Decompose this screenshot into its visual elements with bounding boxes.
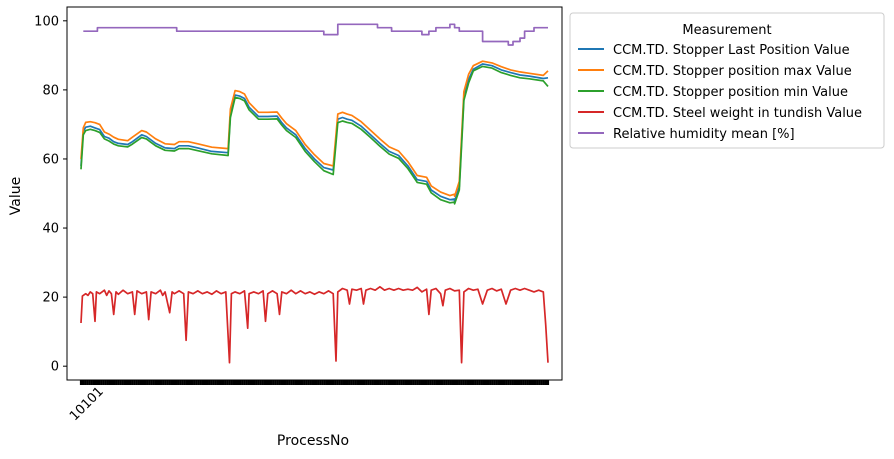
x-tick-label: 10101 <box>67 384 107 424</box>
y-tick-label: 80 <box>42 83 59 98</box>
series-line <box>80 65 549 205</box>
x-tick-marks <box>79 380 550 385</box>
legend-label: CCM.TD. Stopper position min Value <box>613 85 848 100</box>
y-axis: 0 20 40 60 80 100 <box>34 14 67 375</box>
x-axis: 10101 <box>67 380 550 424</box>
series-line <box>80 60 549 198</box>
y-tick-label: 40 <box>42 222 59 237</box>
y-tick-label: 60 <box>42 152 59 167</box>
legend-label: Relative humidity mean [%] <box>613 127 795 142</box>
y-tick-label: 0 <box>51 360 59 375</box>
x-axis-label: ProcessNo <box>277 433 349 449</box>
legend-label: CCM.TD. Stopper position max Value <box>613 64 852 79</box>
legend-frame <box>569 12 885 149</box>
legend-label: CCM.TD. Steel weight in tundish Value <box>613 106 862 121</box>
legend-label: CCM.TD. Stopper Last Position Value <box>613 43 850 58</box>
y-axis-label: Value <box>8 177 24 215</box>
legend-title: Measurement <box>682 23 771 38</box>
legend: Measurement CCM.TD. Stopper Last Positio… <box>569 12 885 149</box>
y-tick-label: 100 <box>34 14 59 29</box>
series-line <box>83 23 548 46</box>
series-line <box>80 63 549 202</box>
y-tick-label: 20 <box>42 291 59 306</box>
series-line <box>80 285 549 364</box>
